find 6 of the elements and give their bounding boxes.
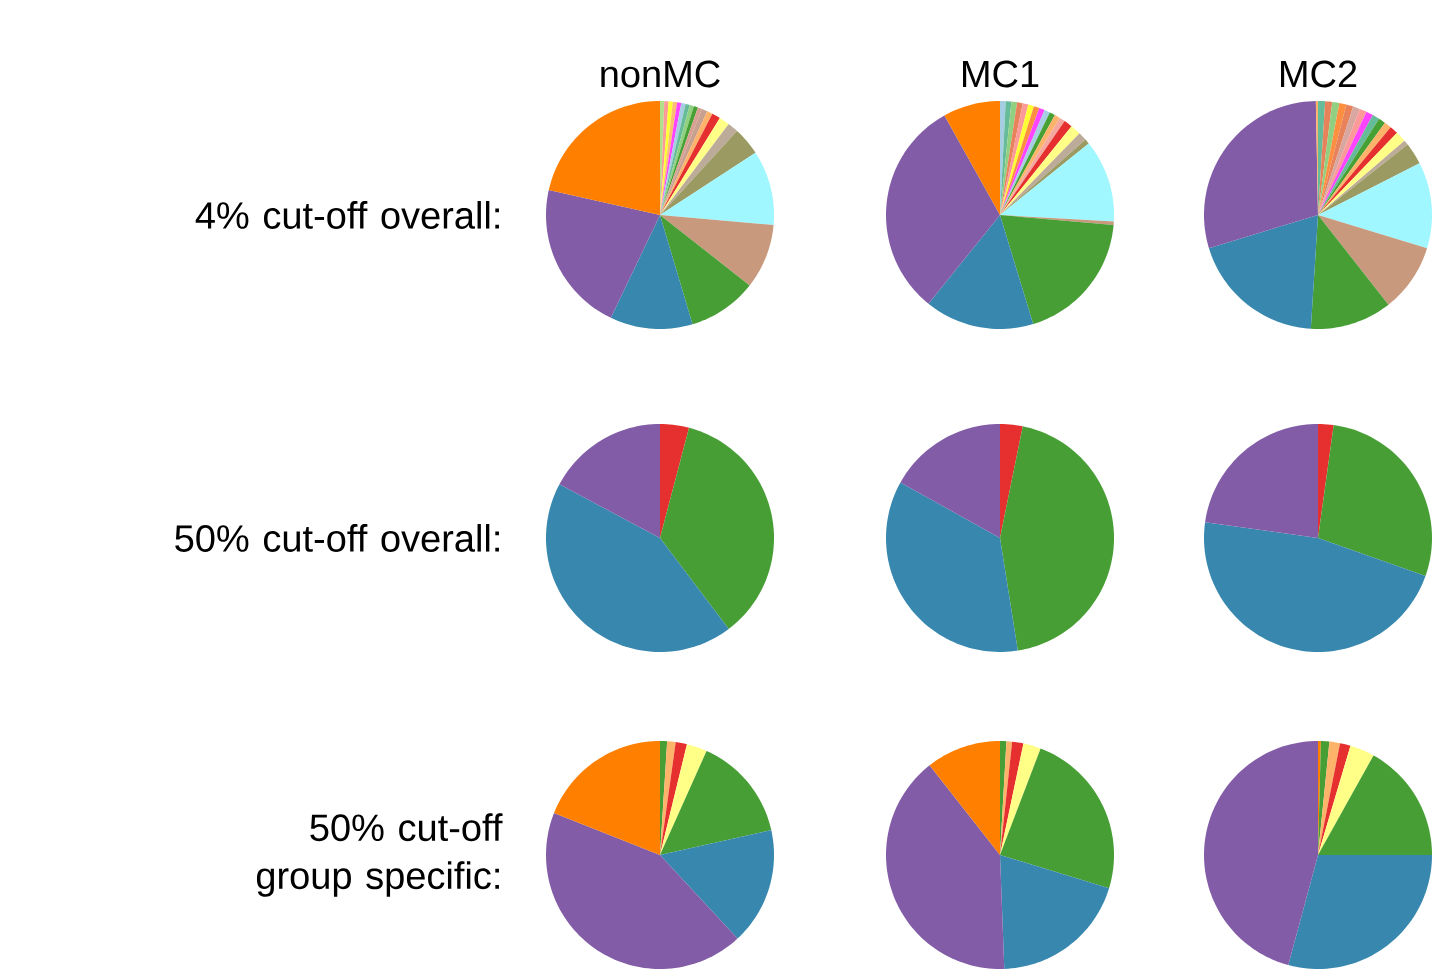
text: 50% cut-off overall: (175, 524, 499, 552)
text: 50% cut-off group specific: (256, 813, 503, 897)
chart-title: MC1 (963, 60, 1039, 88)
text: 4% cut-off overall: (195, 201, 499, 229)
chart-title: MC2 (1281, 60, 1357, 88)
chart-title: nonMC (601, 60, 720, 88)
